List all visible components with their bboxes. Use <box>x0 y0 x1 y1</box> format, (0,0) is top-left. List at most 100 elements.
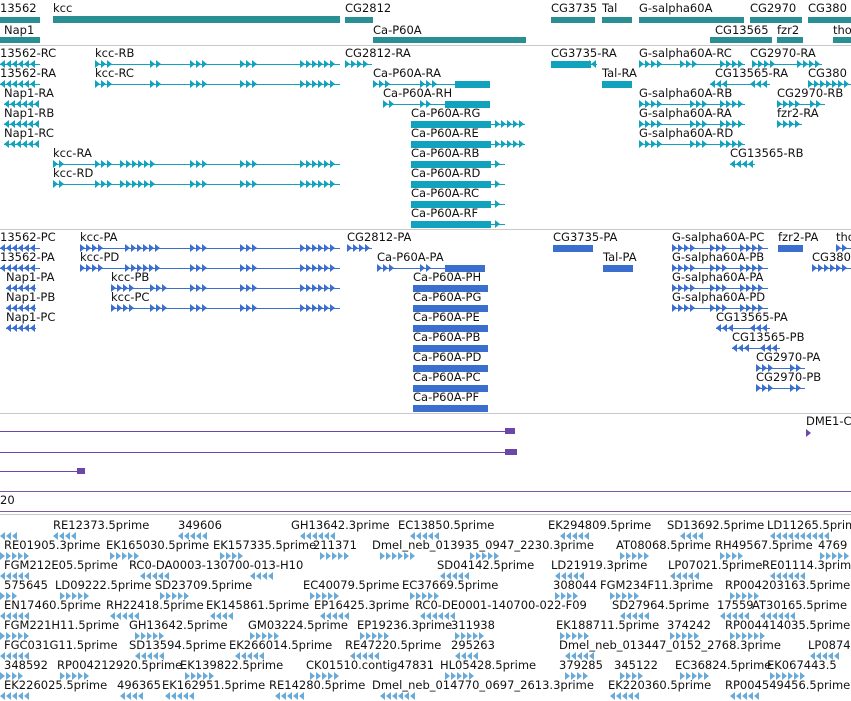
protein-label[interactable]: Ca-P60A-PC <box>413 370 481 384</box>
gene-G-salpha60A-bar[interactable] <box>639 17 744 23</box>
protein-Ca-P60A-PA-exon[interactable] <box>445 265 485 272</box>
protein-Tal-PA-exon[interactable] <box>603 265 633 272</box>
gene-CG3735-bar[interactable] <box>551 17 595 23</box>
transcript-Ca-P60A-RG-exon[interactable] <box>411 121 491 128</box>
est-label[interactable]: EC37669.5prime <box>402 578 499 592</box>
est-label[interactable]: 295263 <box>451 638 495 652</box>
scale-label[interactable]: 20 <box>0 493 15 507</box>
gene-CG2812-bar[interactable] <box>345 17 373 23</box>
gene-kcc-bar[interactable] <box>53 16 340 23</box>
est-label[interactable]: RC0-DE0001-140700-022-F09 <box>415 598 587 612</box>
est-label[interactable]: Dmel_neb_013935_0947_2230.3prime <box>372 538 594 552</box>
transcript-Ca-P60A-RD-exon[interactable] <box>411 181 491 188</box>
gene-Tal-label[interactable]: Tal <box>602 1 618 15</box>
transcript-Ca-P60A-RA-exon[interactable] <box>455 81 490 88</box>
est-label[interactable]: 349606 <box>178 518 222 532</box>
est-label[interactable]: GH13642.5prime <box>129 618 228 632</box>
est-label[interactable]: SD13594.5prime <box>129 638 227 652</box>
gene-13562-label[interactable]: 13562 <box>0 1 37 15</box>
gene-tho-label[interactable]: tho <box>833 23 851 37</box>
transcript-label[interactable]: Ca-P60A-RG <box>411 106 481 120</box>
est-label[interactable]: EC36824.5prime <box>675 658 772 672</box>
est-label[interactable]: RC0-DA0003-130700-013-H10 <box>129 558 304 572</box>
est-label[interactable]: EK220360.5prime <box>608 678 712 692</box>
protein-label[interactable]: Ca-P60A-PA <box>377 250 444 264</box>
gene-Nap1-bar[interactable] <box>0 37 40 43</box>
protein-label[interactable]: Ca-P60A-PD <box>413 350 482 364</box>
protein-Ca-P60A-PC-exon[interactable] <box>413 385 488 392</box>
protein-label[interactable]: 13562-PA <box>0 250 55 264</box>
protein-Ca-P60A-PB-exon[interactable] <box>413 345 488 352</box>
transcript-label[interactable]: kcc-RC <box>95 66 134 80</box>
transcript-label[interactable]: 13562-RA <box>0 66 57 80</box>
transcript-Ca-P60A-RB-exon[interactable] <box>411 161 491 168</box>
gene-CG2970-bar[interactable] <box>750 17 802 23</box>
protein-label[interactable]: Ca-P60A-PB <box>413 330 481 344</box>
transcript-label[interactable]: Ca-P60A-RC <box>411 186 480 200</box>
est-label[interactable]: RH22418.5prime <box>106 598 204 612</box>
transcript-label[interactable]: CG2970-RB <box>777 86 844 100</box>
transcript-label[interactable]: Ca-P60A-RH <box>383 86 453 100</box>
protein-label[interactable]: Nap1-PA <box>6 270 55 284</box>
transcript-label[interactable]: Ca-P60A-RD <box>411 166 481 180</box>
est-label[interactable]: RP004549456.5prime <box>725 678 851 692</box>
protein-label[interactable]: CG3735-PA <box>553 230 618 244</box>
est-label[interactable]: Dmel_neb_014770_0697_2613.3prime <box>372 678 594 692</box>
est-label[interactable]: RE01114.3prime <box>762 558 851 572</box>
est-label[interactable]: EK162951.5prime <box>162 678 266 692</box>
protein-label[interactable]: G-salpha60A-PB <box>672 250 765 264</box>
protein-label[interactable]: kcc-PC <box>111 290 150 304</box>
protein-Ca-P60A-PH-exon[interactable] <box>413 285 488 292</box>
est-label[interactable]: CK01510.contig47831 <box>306 658 435 672</box>
gene-tho-bar[interactable] <box>833 37 851 43</box>
transcript-label[interactable]: Ca-P60A-RF <box>411 206 479 220</box>
est-label[interactable]: EK165030.5prime <box>106 538 210 552</box>
est-label[interactable]: LP07021.5prime <box>668 558 763 572</box>
est-label[interactable]: 17559 <box>717 598 754 612</box>
est-label[interactable]: EK294809.5prime <box>548 518 652 532</box>
est-label[interactable]: LD11265.5prime <box>767 518 851 532</box>
protein-label[interactable]: G-salpha60A-PA <box>672 270 764 284</box>
est-label[interactable]: SD23709.5prime <box>155 578 253 592</box>
transcript-label[interactable]: G-salpha60A-RB <box>639 86 733 100</box>
est-label[interactable]: 308044 <box>553 578 597 592</box>
protein-label[interactable]: Ca-P60A-PG <box>413 290 482 304</box>
transcript-label[interactable]: Nap1-RB <box>4 106 55 120</box>
est-label[interactable]: RP004414035.5prime <box>725 618 851 632</box>
est-label[interactable]: SD27964.5prime <box>612 598 710 612</box>
est-label[interactable]: LD09222.5prime <box>55 578 152 592</box>
transcript-Ca-P60A-RC-exon[interactable] <box>411 201 491 208</box>
protein-label[interactable]: CG2970-PA <box>756 350 821 364</box>
transcript-label[interactable]: G-salpha60A-RC <box>639 46 732 60</box>
est-label[interactable]: 496365 <box>117 678 161 692</box>
protein-label[interactable]: Nap1-PC <box>6 310 56 324</box>
gene-CG3735-label[interactable]: CG3735 <box>551 1 598 15</box>
transcript-label[interactable]: kcc-RD <box>53 166 94 180</box>
est-label[interactable]: 311938 <box>451 618 495 632</box>
purple-feature-end[interactable] <box>77 468 85 474</box>
gene-Tal-bar[interactable] <box>602 17 632 23</box>
transcript-label[interactable]: G-salpha60A-RD <box>639 126 734 140</box>
gene-fzr2-bar[interactable] <box>777 37 803 43</box>
gene-Nap1-label[interactable]: Nap1 <box>4 23 35 37</box>
gene-fzr2-label[interactable]: fzr2 <box>777 23 800 37</box>
protein-label[interactable]: Ca-P60A-PF <box>413 390 480 404</box>
est-label[interactable]: EK067443.5 <box>767 658 837 672</box>
transcript-label[interactable]: Ca-P60A-RA <box>373 66 441 80</box>
protein-label[interactable]: kcc-PB <box>111 270 150 284</box>
protein-Ca-P60A-PD-exon[interactable] <box>413 365 488 372</box>
gene-13562-bar[interactable] <box>0 17 40 23</box>
est-label[interactable]: AT30165.5prime <box>752 598 848 612</box>
est-label[interactable]: SD04142.5prime <box>437 558 535 572</box>
est-label[interactable]: RP004203163.5prime <box>725 578 851 592</box>
transcript-CG3735-RA-exon[interactable] <box>551 61 591 68</box>
protein-label[interactable]: Nap1-PB <box>6 290 56 304</box>
est-label[interactable]: 211371 <box>313 538 357 552</box>
protein-label[interactable]: kcc-PA <box>80 230 118 244</box>
protein-label[interactable]: tho <box>836 230 851 244</box>
protein-Ca-P60A-PE-exon[interactable] <box>413 325 488 332</box>
protein-label[interactable]: 13562-PC <box>0 230 56 244</box>
est-label[interactable]: RE47220.5prime <box>345 638 442 652</box>
transcript-label[interactable]: kcc-RB <box>95 46 135 60</box>
purple-feature-end[interactable] <box>505 449 517 455</box>
